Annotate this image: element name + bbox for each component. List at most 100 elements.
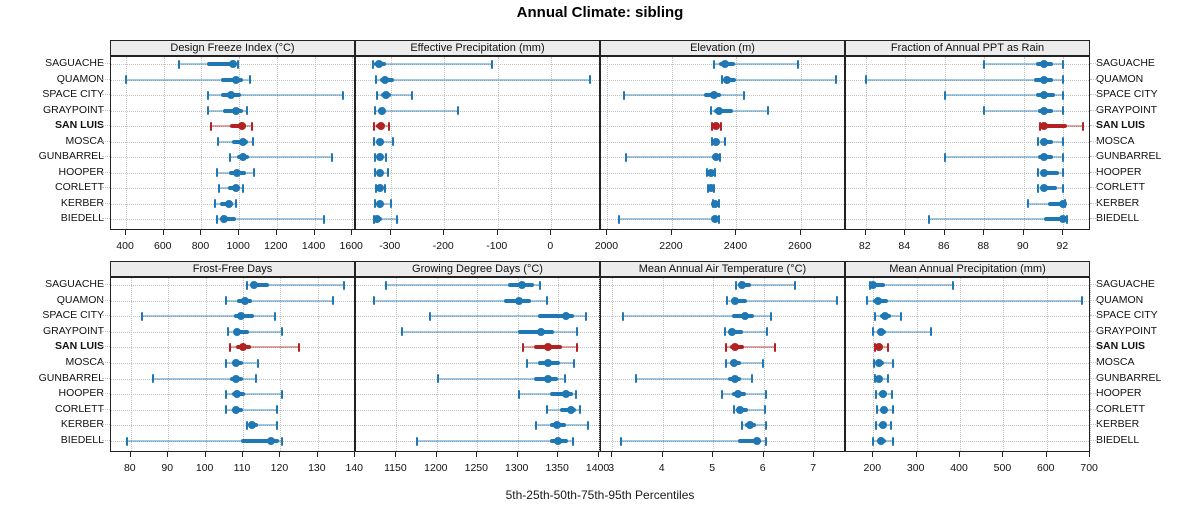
median-dot xyxy=(554,437,563,445)
horizontal-gridline xyxy=(846,425,1089,427)
whisker-5-95 xyxy=(721,78,837,81)
panel-title: Frost-Free Days xyxy=(192,263,273,275)
x-axis-tick-label: 80 xyxy=(123,462,136,474)
horizontal-gridline xyxy=(111,157,354,158)
site-label-san-luis: SAN LUIS xyxy=(1096,340,1146,353)
whisker-5-95 xyxy=(873,330,931,333)
site-label-corlett: CORLETT xyxy=(1096,402,1146,415)
cap-p5 xyxy=(517,389,520,399)
x-axis-tick xyxy=(125,230,127,235)
gridline-stub xyxy=(102,362,110,363)
median-dot xyxy=(1039,106,1048,115)
horizontal-gridline xyxy=(601,219,844,220)
x-axis-tick-label: 90 xyxy=(1016,240,1029,252)
median-dot xyxy=(1039,168,1048,177)
gridline-stub xyxy=(1090,284,1098,285)
gridline-stub xyxy=(1090,171,1098,173)
whisker-5-95 xyxy=(727,299,838,302)
cap-p95 xyxy=(891,358,894,368)
horizontal-gridline xyxy=(111,425,354,427)
cap-p5 xyxy=(373,152,376,162)
median-dot xyxy=(1059,199,1068,208)
horizontal-gridline xyxy=(356,331,599,333)
vertical-gridline xyxy=(736,57,738,229)
cap-p5 xyxy=(152,374,155,384)
panel-title: Effective Precipitation (mm) xyxy=(410,42,545,54)
median-dot xyxy=(1039,75,1048,84)
vertical-gridline xyxy=(436,278,438,451)
cap-p95 xyxy=(1062,59,1065,69)
cap-p5 xyxy=(227,327,230,337)
cap-p95 xyxy=(1062,168,1065,177)
cap-p5 xyxy=(372,121,375,131)
cap-p95 xyxy=(1062,152,1065,162)
vertical-gridline xyxy=(276,57,278,229)
x-axis-tick xyxy=(799,230,801,235)
x-axis-tick xyxy=(354,452,356,457)
x-axis-tick xyxy=(389,230,391,235)
panel-mean-annual-precipitation-mm xyxy=(845,277,1092,452)
median-dot xyxy=(233,390,242,399)
horizontal-gridline xyxy=(356,441,599,442)
median-dot xyxy=(711,199,720,208)
cap-p95 xyxy=(255,374,258,384)
cap-p5 xyxy=(209,121,212,131)
cap-p95 xyxy=(251,121,254,131)
x-axis-tick-label: 1250 xyxy=(464,462,488,474)
cap-p95 xyxy=(1062,75,1065,84)
cap-p95 xyxy=(395,214,398,224)
site-label-mosca: MOSCA xyxy=(65,134,104,147)
x-axis-tick-label: 130 xyxy=(308,462,326,474)
vertical-gridline xyxy=(243,278,245,451)
cap-p5 xyxy=(207,106,210,115)
chart-title: Annual Climate: sibling xyxy=(516,4,684,21)
panel-elevation-m xyxy=(600,56,845,230)
x-axis-tick xyxy=(204,452,206,457)
cap-p5 xyxy=(865,296,868,306)
cap-p5 xyxy=(228,152,231,162)
bar-25-75 xyxy=(233,329,249,334)
whisker-5-95 xyxy=(385,284,540,286)
median-dot xyxy=(517,281,526,289)
cap-p5 xyxy=(225,296,228,306)
bar-25-75 xyxy=(730,298,748,303)
x-axis-tick-label: 90 xyxy=(161,462,174,474)
x-axis-tick xyxy=(242,452,244,457)
whisker-5-95 xyxy=(1027,202,1066,205)
panel-strip-fraction-of-annual-ppt-as-rain: Fraction of Annual PPT as Rain xyxy=(845,40,1090,56)
vertical-gridline xyxy=(1090,278,1092,451)
horizontal-gridline xyxy=(846,110,1089,112)
x-axis-tick-label: 500 xyxy=(993,462,1012,474)
median-dot xyxy=(543,374,552,383)
x-axis-tick-label: 800 xyxy=(191,240,210,252)
horizontal-gridline xyxy=(601,126,844,127)
vertical-gridline xyxy=(1023,57,1025,229)
median-dot xyxy=(376,137,385,146)
median-dot xyxy=(238,153,247,161)
site-label-saguache: SAGUACHE xyxy=(1096,278,1155,290)
median-dot xyxy=(723,75,732,84)
x-axis-tick xyxy=(238,230,240,235)
cap-p95 xyxy=(384,152,387,162)
cap-p5 xyxy=(705,168,708,177)
horizontal-gridline xyxy=(356,425,599,427)
bar-25-75 xyxy=(1043,217,1066,221)
median-dot xyxy=(233,168,242,177)
x-axis-tick-label: 1350 xyxy=(545,462,569,474)
panel-fraction-of-annual-ppt-as-rain xyxy=(845,56,1090,230)
whisker-5-95 xyxy=(229,346,300,349)
gridline-stub xyxy=(102,109,110,111)
median-dot xyxy=(373,215,382,223)
cap-p95 xyxy=(719,121,722,131)
vertical-gridline xyxy=(477,278,479,451)
vertical-gridline xyxy=(814,278,816,451)
cap-p95 xyxy=(389,199,392,208)
median-dot xyxy=(734,390,743,399)
horizontal-gridline xyxy=(846,79,1089,81)
median-dot xyxy=(232,184,241,192)
gridline-stub xyxy=(1090,440,1098,441)
gridline-stub xyxy=(1090,156,1098,157)
x-axis-tick-label: -200 xyxy=(432,240,454,252)
site-label-quamon: QUAMON xyxy=(56,72,104,85)
